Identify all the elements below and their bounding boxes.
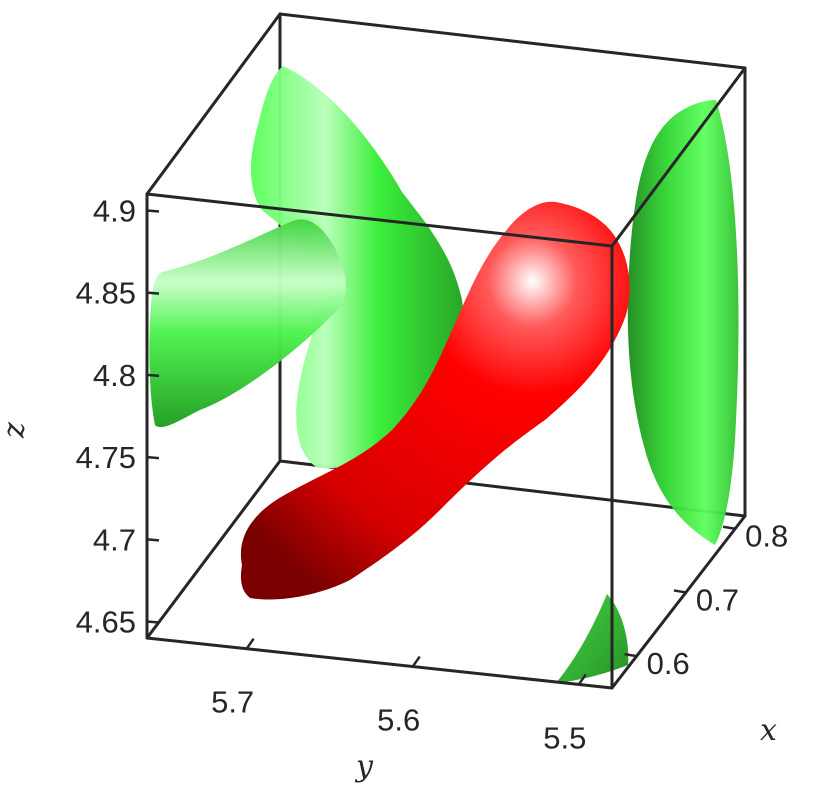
y-axis: 5.7 5.6 5.5 y <box>211 637 587 784</box>
green-surface-right <box>627 100 739 545</box>
z-tick <box>146 373 160 378</box>
x-tick <box>722 525 736 530</box>
z-tick <box>146 538 160 542</box>
green-surface-small <box>556 594 629 683</box>
y-tick <box>245 637 255 650</box>
z-tick <box>146 620 160 624</box>
z-tick-label: 4.9 <box>93 193 136 228</box>
z-tick-label: 4.65 <box>76 605 136 640</box>
y-axis-label: y <box>354 749 374 784</box>
z-tick-label: 4.85 <box>76 276 136 311</box>
green-surface-tube <box>149 219 346 428</box>
z-axis: 4.9 4.85 4.8 4.75 4.7 4.65 z <box>0 193 160 640</box>
y-tick <box>411 655 421 668</box>
z-tick <box>146 455 160 460</box>
z-axis-label: z <box>0 422 32 439</box>
y-tick-label: 5.7 <box>211 685 254 720</box>
y-tick-label: 5.5 <box>543 720 586 755</box>
z-tick <box>146 209 160 213</box>
z-tick-label: 4.8 <box>93 358 136 393</box>
x-tick-label: 0.7 <box>696 582 739 617</box>
z-tick-label: 4.7 <box>93 522 136 557</box>
x-axis: 0.60.70.8 x <box>624 519 788 748</box>
x-axis-label: x <box>760 713 777 748</box>
y-tick <box>577 673 587 686</box>
z-tick-label: 4.75 <box>76 440 136 475</box>
x-tick-label: 0.8 <box>745 519 788 554</box>
x-tick <box>673 589 687 594</box>
red-surface <box>240 201 630 600</box>
z-tick <box>146 291 160 295</box>
x-tick <box>624 652 637 658</box>
box-front-edges <box>145 12 747 690</box>
x-tick-label: 0.6 <box>647 646 690 681</box>
green-surface-back <box>250 66 464 469</box>
y-tick-label: 5.6 <box>377 703 420 738</box>
